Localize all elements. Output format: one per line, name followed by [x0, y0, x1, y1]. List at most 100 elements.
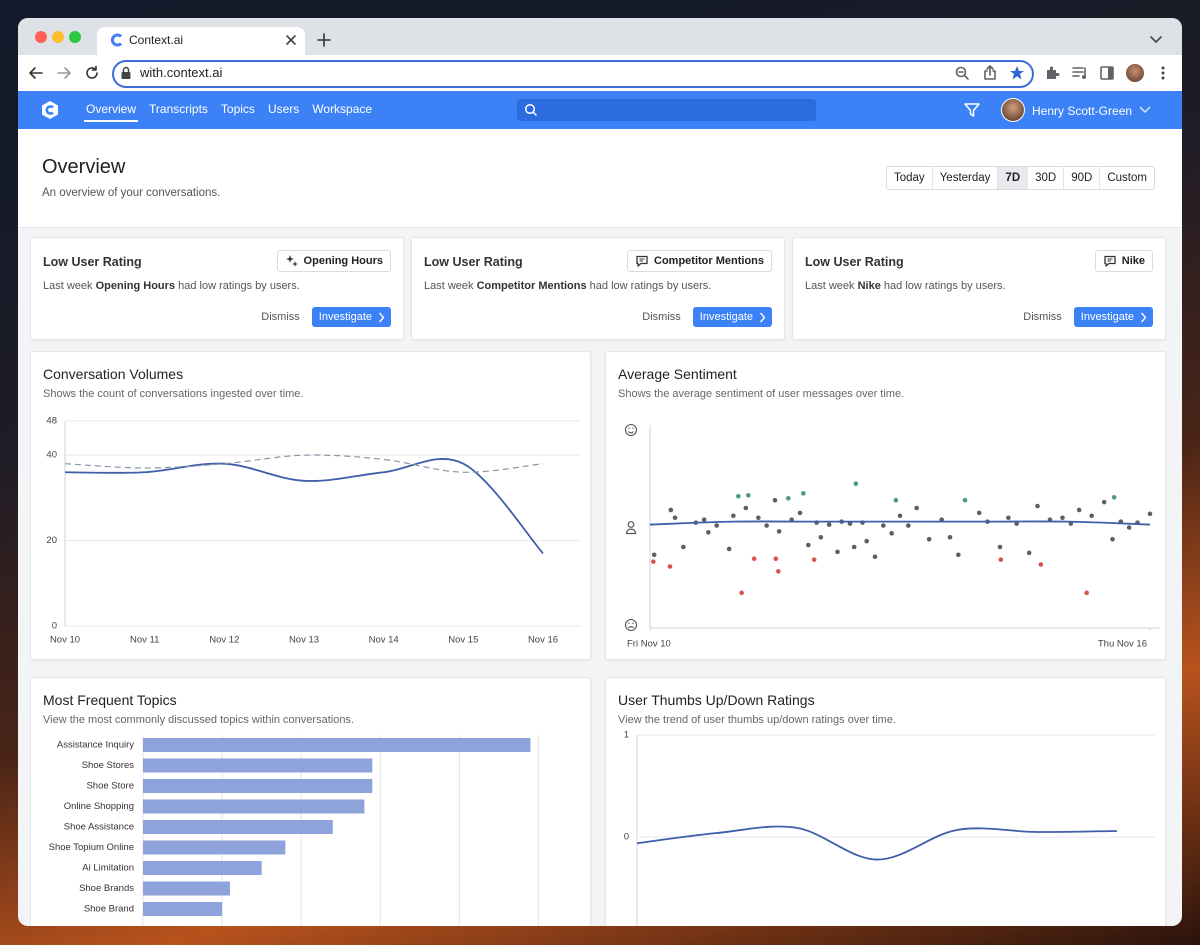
bar [143, 881, 230, 896]
sentiment-icon [625, 521, 637, 535]
app-logo[interactable] [40, 100, 60, 120]
range-button[interactable]: 90D [1063, 167, 1099, 189]
lock-icon [121, 66, 131, 79]
sentiment-point [906, 523, 911, 528]
icon-part [628, 427, 630, 429]
user-avatar[interactable] [1001, 98, 1025, 122]
charts-layer: 0 20 40 48 Nov 10 Nov 11 Nov 12 Nov 13 Nov 14 Nov… [46, 416, 1160, 926]
sentiment-point [1076, 507, 1082, 513]
tab-menu[interactable] [1150, 35, 1162, 45]
range-button[interactable]: Today [894, 172, 925, 184]
chart-title: Conversation Volumes [43, 366, 184, 382]
profile-avatar[interactable] [1126, 64, 1144, 82]
range-button[interactable]: 7D [997, 167, 1028, 189]
alert-actions: Dismiss Investigate [642, 307, 772, 327]
chart-title: Average Sentiment [618, 366, 737, 382]
dismiss-button[interactable]: Dismiss [261, 311, 300, 323]
maximize-window[interactable] [69, 31, 81, 43]
alert-text: Last week Opening Hours had low ratings … [43, 280, 300, 292]
sentiment-point [889, 531, 894, 536]
extensions-icon[interactable] [1044, 65, 1060, 81]
close-window[interactable] [35, 31, 47, 43]
chart-title: User Thumbs Up/Down Ratings [618, 692, 815, 708]
nav-item[interactable]: Workspace [312, 102, 373, 116]
sentiment-point [751, 556, 757, 561]
alert-tag[interactable]: Competitor Mentions [627, 250, 772, 272]
sentiment-point [668, 507, 674, 513]
nav-item[interactable]: Topics [220, 102, 255, 116]
icon-part [628, 431, 634, 434]
page-title: Overview [42, 156, 126, 178]
back-button[interactable] [28, 65, 44, 81]
tag-label: Competitor Mentions [654, 255, 764, 267]
sentiment-point [667, 564, 673, 569]
tab[interactable] [97, 27, 305, 55]
alert-topic: Opening Hours [95, 280, 176, 292]
user-menu-chevron[interactable] [1139, 105, 1151, 115]
sentiment-point [1111, 494, 1117, 500]
x-tick-label: Nov 14 [369, 635, 399, 646]
chevron [1140, 312, 1147, 322]
alert-card: Low User Rating Nike Last week Nike had lo… [792, 237, 1166, 340]
address-bar[interactable] [112, 60, 1034, 88]
y-tick-label: 48 [46, 416, 57, 427]
browser-menu[interactable] [1157, 65, 1169, 81]
sentiment-point [835, 549, 840, 555]
zoom-icon[interactable] [954, 65, 970, 81]
investigate-button[interactable]: Investigate [1073, 307, 1153, 327]
range-button[interactable]: 30D [1027, 167, 1063, 189]
bookmark-star[interactable] [1009, 65, 1025, 81]
sentiment-point [1147, 511, 1153, 517]
sentiment-point [853, 481, 859, 486]
dismiss-button[interactable]: Dismiss [1023, 311, 1062, 323]
nav-menu: Overview Transcripts Topics Users Workspace [84, 102, 374, 122]
investigate-button[interactable]: Investigate [311, 307, 391, 327]
sentiment-point [818, 534, 824, 540]
alert-text-lead: Last week [805, 280, 855, 292]
sentiment-point [997, 544, 1003, 550]
media-icon[interactable] [1072, 65, 1088, 81]
new-tab[interactable] [317, 33, 331, 47]
alert-text-lead: Last week [43, 280, 93, 292]
sentiment-point [786, 495, 791, 501]
alert-tag[interactable]: Nike [1094, 250, 1153, 272]
category-label: Online Shopping [64, 801, 134, 812]
x-tick-label: Nov 12 [209, 635, 239, 646]
tab-title: Context.ai [129, 33, 184, 47]
nav-item[interactable]: Transcripts [149, 102, 208, 116]
filter-icon[interactable] [963, 101, 981, 119]
close-tab[interactable] [285, 34, 297, 46]
chart-subtitle: View the trend of user thumbs up/down ra… [618, 714, 896, 726]
sentiment-point [962, 497, 968, 503]
forward-button[interactable] [56, 65, 72, 81]
sentiment-point [1110, 536, 1115, 542]
sentiment-point [651, 559, 656, 564]
reload-button[interactable] [84, 65, 100, 81]
dismiss-button[interactable]: Dismiss [642, 311, 681, 323]
nav-item[interactable]: Overview [84, 102, 139, 122]
alert-text-tail: had low ratings by users. [589, 280, 712, 292]
sentiment-point [672, 515, 678, 521]
bar [143, 861, 262, 875]
minimize-window[interactable] [52, 31, 64, 43]
search-box[interactable] [517, 99, 816, 121]
sentiment-point [726, 546, 732, 552]
sentiment-point [797, 510, 803, 516]
favicon [111, 33, 123, 47]
range-button[interactable]: Custom [1099, 167, 1154, 189]
sentiment-icon [624, 423, 638, 437]
sentiment-point [893, 497, 899, 503]
investigate-button[interactable]: Investigate [692, 307, 772, 327]
icon-part [632, 622, 634, 624]
category-label: Ai Limitation [82, 863, 134, 874]
sidebar-icon[interactable] [1099, 65, 1115, 81]
category-label: Shoe Brand [84, 904, 134, 915]
user-name[interactable]: Henry Scott-Green [1032, 104, 1133, 118]
share-icon[interactable] [982, 65, 998, 81]
sentiment-point [1006, 515, 1011, 521]
alert-title: Low User Rating [43, 255, 142, 269]
bar [143, 779, 373, 793]
alert-tag[interactable]: Opening Hours [276, 250, 391, 272]
nav-item[interactable]: Users [267, 102, 300, 116]
range-button[interactable]: Yesterday [931, 167, 998, 189]
